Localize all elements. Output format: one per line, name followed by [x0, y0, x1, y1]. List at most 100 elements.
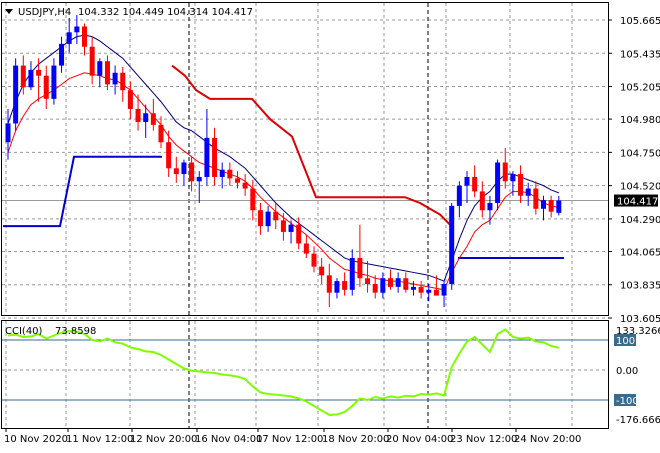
indicator-panel-frame	[1, 320, 609, 429]
candle	[502, 148, 508, 189]
candle-body	[36, 69, 42, 76]
candle-body	[13, 65, 19, 124]
candle	[342, 272, 348, 296]
candle	[334, 278, 340, 299]
candle	[235, 171, 240, 189]
cci-level-box	[614, 333, 636, 346]
candle	[296, 217, 302, 250]
candle-body	[265, 211, 271, 227]
candle-body	[365, 278, 371, 285]
time-tick-label: 23 Nov 12:00	[450, 434, 517, 445]
candle	[181, 159, 187, 186]
candle	[380, 272, 386, 299]
indicator-header[interactable]: CCI(40) 73.8598	[5, 326, 96, 337]
candle-body	[472, 176, 478, 192]
candle	[556, 195, 562, 216]
candle-body	[556, 200, 562, 213]
candle	[372, 275, 378, 299]
candle	[242, 174, 248, 196]
price-tick-label: 104.290	[620, 215, 660, 226]
price-tick-label: 105.435	[620, 49, 660, 60]
candle	[395, 272, 401, 293]
cci-level-label: 100	[616, 336, 635, 347]
candle	[74, 14, 80, 44]
candle	[403, 272, 409, 293]
candle	[449, 202, 455, 290]
time-tick-label: 16 Nov 04:00	[195, 434, 262, 445]
candle	[143, 104, 149, 138]
indicator-name: CCI(40)	[5, 326, 43, 337]
collapse-triangle-icon[interactable]	[5, 9, 13, 14]
candle-body	[127, 90, 133, 109]
cci-layer	[7, 328, 560, 417]
candle	[5, 108, 11, 160]
time-tick-label: 12 Nov 20:00	[130, 434, 197, 445]
candle-body	[135, 108, 141, 122]
price-tick-label: 105.205	[620, 83, 660, 94]
candle-body	[479, 191, 485, 211]
candle-body	[357, 257, 363, 279]
candle	[127, 81, 133, 120]
candle-series	[5, 14, 562, 308]
candle-body	[418, 286, 424, 293]
candle-body	[204, 137, 210, 177]
price-tick-label: 103.835	[620, 281, 660, 292]
candle-body	[426, 289, 432, 293]
candle-body	[441, 284, 447, 296]
candle	[464, 171, 470, 203]
candle-body	[334, 281, 340, 293]
candle-body	[449, 205, 455, 285]
time-tick-label: 18 Nov 20:00	[322, 434, 389, 445]
symbol-label: USDJPY,H4	[18, 7, 71, 18]
price-tick-label: 105.665	[620, 16, 660, 27]
time-tick-label: 24 Nov 20:00	[514, 434, 581, 445]
candle-body	[456, 185, 462, 206]
candle-body	[518, 174, 524, 196]
candle-body	[388, 278, 393, 287]
axes: 105.665 105.435 105.205 104.980 104.750 104.5…	[4, 16, 660, 445]
candle	[135, 94, 141, 131]
candle	[349, 249, 355, 296]
candle	[311, 246, 317, 273]
time-tick-label: 11 Nov 12:00	[66, 434, 133, 445]
candle-body	[189, 162, 195, 182]
candle-body	[349, 257, 355, 290]
candle	[426, 284, 432, 302]
candle-body	[242, 182, 248, 189]
candle	[472, 165, 478, 198]
candle-body	[525, 188, 531, 196]
price-tick-label: 104.750	[620, 148, 660, 159]
candle-body	[257, 210, 263, 227]
candle	[120, 67, 126, 102]
symbol-header[interactable]: USDJPY,H4 104.332 104.449 104.314 104.41…	[5, 7, 253, 18]
candle	[13, 58, 19, 131]
time-tick-label: 20 Nov 04:00	[386, 434, 453, 445]
candle	[196, 171, 202, 203]
candle-body	[342, 281, 348, 290]
candle-body	[410, 286, 416, 290]
candle-body	[502, 162, 508, 182]
candle	[51, 58, 57, 105]
candle	[288, 220, 294, 244]
candle	[418, 281, 424, 299]
candle	[257, 202, 263, 235]
candle-body	[250, 188, 256, 211]
candle	[303, 234, 309, 258]
candle-body	[120, 72, 126, 91]
candle-body	[280, 220, 286, 232]
candle-body	[196, 176, 202, 182]
candle	[189, 156, 195, 192]
candle-body	[51, 65, 57, 99]
candle	[365, 260, 371, 293]
candle-body	[20, 65, 26, 88]
candle-body	[112, 72, 118, 85]
main-panel-frame	[1, 2, 609, 316]
indicator-zero-label: 0.00	[616, 366, 638, 377]
candle	[104, 55, 110, 91]
candle-body	[173, 168, 179, 175]
candle-body	[319, 266, 325, 276]
candle	[410, 281, 416, 296]
price-tick-label: 104.520	[620, 182, 660, 193]
